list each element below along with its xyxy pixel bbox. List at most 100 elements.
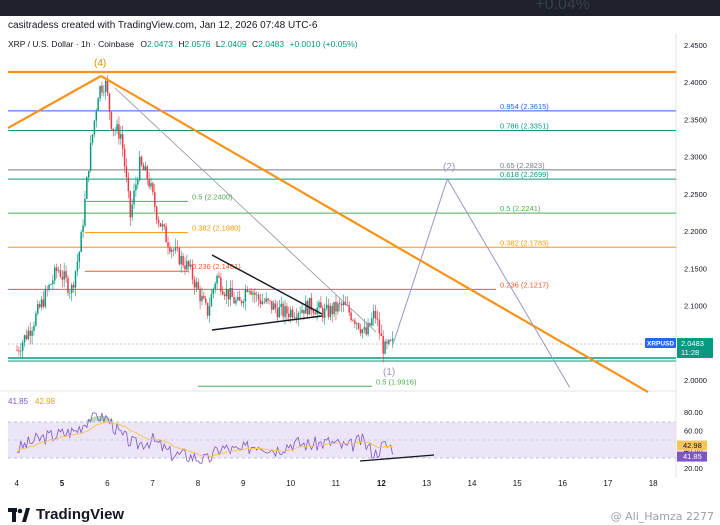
- candle-128: [257, 294, 260, 300]
- candle-152: [303, 309, 305, 314]
- candle-191: [376, 318, 379, 320]
- candle-187: [369, 323, 371, 326]
- candle-177: [350, 312, 352, 320]
- candle-182: [359, 328, 362, 334]
- candle-126: [254, 292, 256, 296]
- candle-2: [20, 350, 22, 352]
- candle-118: [238, 296, 241, 301]
- candle-59: [127, 177, 130, 192]
- price-tick-7: 2.1000: [684, 302, 707, 311]
- price-tick-6: 2.1500: [684, 264, 707, 273]
- rsi-legend-value: 41.85: [8, 397, 29, 406]
- tradingview-logo[interactable]: TradingView: [8, 506, 124, 523]
- time-tick-0: 4: [15, 479, 20, 488]
- candle-65: [138, 156, 141, 181]
- price-tick-9: 2.0000: [684, 376, 707, 385]
- time-tick-3: 7: [150, 479, 155, 488]
- candle-38: [87, 170, 90, 178]
- candle-36: [84, 198, 86, 226]
- candle-72: [152, 183, 154, 193]
- candle-46: [103, 91, 105, 93]
- candle-89: [184, 265, 186, 270]
- candle-3: [21, 342, 24, 351]
- candle-109: [221, 291, 224, 295]
- candle-186: [367, 323, 369, 335]
- candle-84: [174, 247, 177, 251]
- candle-121: [244, 289, 247, 302]
- candle-180: [356, 323, 358, 324]
- price-pane[interactable]: [0, 33, 676, 389]
- candle-79: [165, 226, 167, 243]
- candle-135: [271, 300, 273, 310]
- fib-label-9: 0.236 (2.1461): [192, 262, 241, 271]
- thin-trendline: [114, 87, 377, 333]
- candle-32: [76, 261, 79, 272]
- candle-106: [216, 275, 218, 284]
- candle-99: [203, 295, 205, 299]
- time-tick-1: 5: [60, 479, 65, 488]
- candle-163: [323, 308, 326, 318]
- candle-44: [99, 85, 101, 99]
- candle-107: [218, 275, 220, 278]
- candle-82: [171, 249, 173, 252]
- candle-166: [329, 305, 332, 317]
- time-tick-6: 10: [286, 479, 295, 488]
- candle-181: [357, 323, 360, 329]
- candle-120: [242, 301, 245, 304]
- legend: XRP / U.S. Dollar · 1h · Coinbase O2.047…: [8, 39, 358, 49]
- candle-95: [195, 282, 198, 288]
- candle-67: [142, 164, 145, 171]
- candle-114: [231, 287, 233, 297]
- candle-178: [352, 319, 354, 321]
- price-tag-countdown: 11:28: [681, 348, 699, 357]
- rsi-ma-line: [16, 421, 393, 458]
- wave-4-label: (4): [94, 58, 106, 69]
- candle-147: [293, 316, 296, 318]
- candle-112: [227, 289, 230, 300]
- candle-54: [118, 124, 120, 139]
- fib-label-0: 0.854 (2.3615): [500, 102, 549, 111]
- candle-157: [312, 310, 315, 313]
- candle-20: [54, 267, 56, 281]
- candle-143: [286, 306, 288, 314]
- candle-92: [189, 264, 192, 267]
- candle-7: [29, 330, 31, 336]
- candle-176: [348, 305, 350, 313]
- time-tick-11: 15: [513, 479, 522, 488]
- candle-139: [278, 307, 281, 318]
- time-tick-13: 17: [603, 479, 612, 488]
- candle-11: [37, 304, 39, 314]
- candle-30: [72, 284, 75, 288]
- triangle-lower: [211, 315, 323, 331]
- candle-179: [354, 320, 356, 324]
- candle-167: [331, 305, 333, 315]
- rsi-ma-tag: [677, 440, 707, 451]
- candle-160: [318, 302, 320, 308]
- time-tick-9: 13: [422, 479, 431, 488]
- candle-127: [255, 294, 258, 296]
- candle-77: [161, 224, 164, 227]
- candle-113: [229, 287, 232, 300]
- candle-101: [206, 302, 209, 316]
- rsi-tick-0: 80.00: [684, 408, 703, 417]
- candle-192: [378, 319, 381, 334]
- price-tag-box: [677, 338, 713, 359]
- candle-144: [288, 313, 290, 318]
- candle-97: [199, 288, 201, 302]
- candle-158: [314, 312, 316, 315]
- candle-132: [265, 298, 267, 303]
- chart[interactable]: XRP / U.S. Dollar · 1h · Coinbase O2.047…: [0, 0, 720, 498]
- candle-6: [27, 330, 30, 340]
- candle-29: [70, 284, 73, 293]
- candle-148: [295, 316, 298, 318]
- candle-172: [340, 303, 343, 306]
- candle-145: [289, 309, 292, 318]
- candle-28: [69, 292, 71, 294]
- candle-63: [135, 184, 137, 191]
- wave-projection: [392, 177, 571, 388]
- price-tick-5: 2.2000: [684, 227, 707, 236]
- candle-93: [191, 264, 194, 280]
- tradingview-logo-icon: [8, 507, 30, 522]
- candle-197: [388, 340, 390, 344]
- candle-81: [169, 247, 171, 252]
